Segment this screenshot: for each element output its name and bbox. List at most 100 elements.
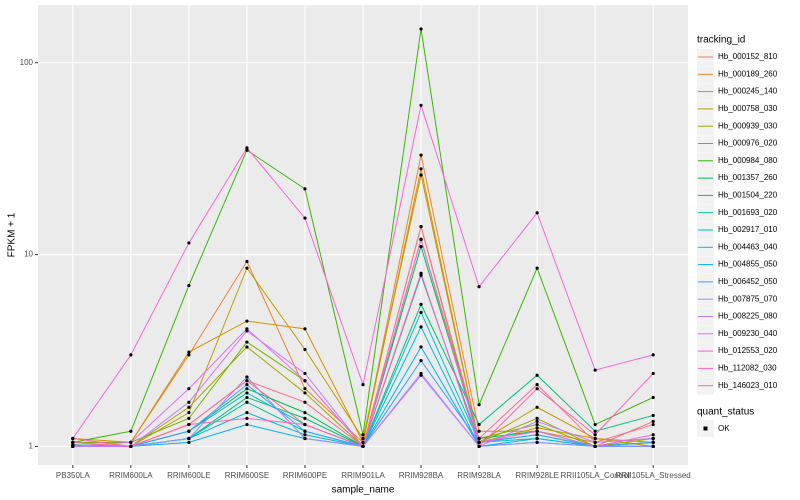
point <box>535 433 539 437</box>
point <box>245 395 249 400</box>
point <box>651 433 655 437</box>
y-tick-label: 1 <box>29 442 34 451</box>
point <box>245 391 249 395</box>
point <box>187 429 191 433</box>
point <box>187 416 191 420</box>
point <box>535 419 539 424</box>
point <box>303 371 307 376</box>
point <box>303 411 307 415</box>
point <box>651 440 655 444</box>
grid <box>38 5 688 465</box>
point <box>245 382 249 387</box>
point <box>419 103 423 107</box>
point <box>71 436 75 441</box>
x-tick-label: RRIM600LA <box>109 471 153 480</box>
point <box>245 327 249 331</box>
point <box>303 422 307 427</box>
legend-title: tracking_id <box>697 35 745 46</box>
point <box>361 433 365 437</box>
point <box>651 371 655 376</box>
point <box>535 429 539 433</box>
point <box>71 444 75 449</box>
point <box>535 436 539 441</box>
x-tick-label: RRII105LA_Control <box>560 471 630 480</box>
point <box>419 167 423 171</box>
point <box>419 345 423 349</box>
legend: tracking_id Hb_000152_810 Hb_000189_260 Hb_… <box>697 35 778 437</box>
point <box>187 283 191 288</box>
y-tick-label: 10 <box>24 250 33 259</box>
point <box>187 241 191 245</box>
point <box>187 405 191 409</box>
point <box>651 413 655 418</box>
point <box>419 173 423 177</box>
point <box>651 444 655 449</box>
point <box>361 444 365 449</box>
point <box>129 444 133 449</box>
point <box>477 285 481 289</box>
point <box>419 153 423 157</box>
point <box>129 429 133 433</box>
point <box>593 429 597 433</box>
legend-label: Hb_000245_140 <box>718 87 778 96</box>
point <box>187 411 191 415</box>
legend-label: Hb_000984_080 <box>718 156 778 165</box>
x-tick-label: RRIM928BA <box>399 471 444 480</box>
point <box>593 440 597 444</box>
point <box>419 325 423 329</box>
point <box>245 259 249 264</box>
axes: 1 10 100 PB350LA RRIM600LA RRIM600LE RRIM600SE… <box>20 58 691 480</box>
point <box>303 216 307 220</box>
point <box>535 266 539 270</box>
point <box>361 382 365 387</box>
point <box>593 444 597 449</box>
point <box>651 436 655 441</box>
x-tick-label: RRIM600LE <box>167 471 211 480</box>
point <box>477 429 481 433</box>
point <box>303 436 307 441</box>
point <box>245 375 249 379</box>
x-tick-label: RRIM600SE <box>225 471 269 480</box>
point <box>129 440 133 444</box>
point <box>303 391 307 395</box>
point <box>593 436 597 441</box>
point <box>593 422 597 427</box>
point <box>245 146 249 150</box>
point <box>651 353 655 357</box>
point <box>419 271 423 275</box>
point <box>419 302 423 306</box>
point <box>361 436 365 441</box>
legend-label: Hb_112082_030 <box>718 364 777 373</box>
legend-label: Hb_001504_220 <box>718 191 778 200</box>
legend-label: Hb_006452_050 <box>718 277 778 286</box>
point <box>245 379 249 383</box>
x-axis-title: sample_name <box>332 485 395 496</box>
legend-label: Hb_004855_050 <box>718 260 778 269</box>
legend-label: Hb_000939_030 <box>718 121 778 130</box>
legend-label: Hb_001693_020 <box>718 208 778 217</box>
legend-label: Hb_002917_010 <box>718 225 778 234</box>
point <box>535 440 539 444</box>
x-tick-label: PB350LA <box>56 471 90 480</box>
legend-label: Hb_012553_020 <box>718 346 778 355</box>
legend-label: Hb_009230_040 <box>718 329 778 338</box>
point <box>303 387 307 391</box>
point <box>71 440 75 444</box>
points <box>71 27 655 449</box>
point <box>419 310 423 314</box>
legend-label: Hb_000152_810 <box>718 52 778 61</box>
point <box>651 422 655 427</box>
point <box>303 347 307 352</box>
x-tick-label: RRIM928LE <box>515 471 559 480</box>
point <box>535 426 539 430</box>
point <box>245 319 249 323</box>
point <box>535 373 539 377</box>
legend-swatch <box>703 426 708 431</box>
point <box>361 440 365 444</box>
point <box>419 359 423 363</box>
point <box>477 403 481 407</box>
point <box>477 436 481 441</box>
point <box>651 395 655 400</box>
point <box>477 422 481 427</box>
